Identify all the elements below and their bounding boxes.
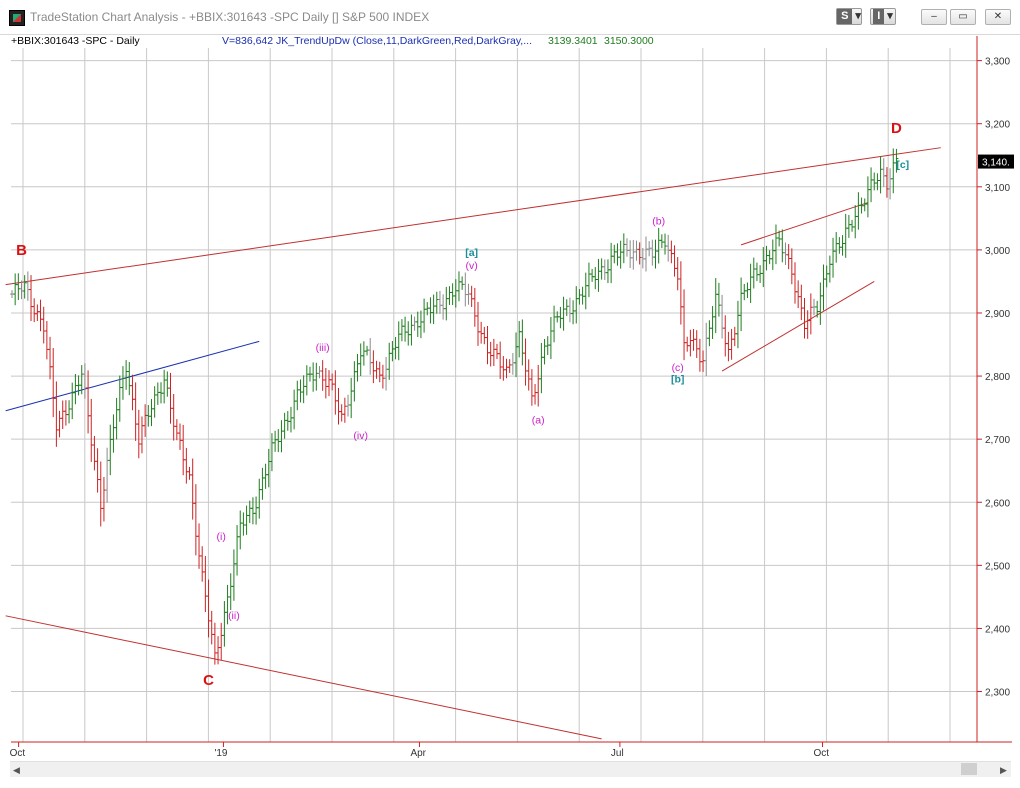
wave-label: D (891, 120, 902, 137)
y-tick-label: 2,400 (985, 624, 1010, 635)
symbol-button[interactable]: S ▾ (836, 8, 862, 25)
x-tick-label: '19 (214, 748, 227, 759)
trendline (5, 147, 941, 286)
time-axis: Oct '19 Apr Jul Oct (10, 742, 830, 759)
scroll-left-icon[interactable]: ◀ (13, 765, 20, 775)
x-tick-label: Jul (611, 748, 624, 759)
window-title: TradeStation Chart Analysis - +BBIX:3016… (30, 10, 430, 24)
x-tick-label: Oct (10, 748, 26, 759)
indicator-button[interactable]: I ▾ (870, 8, 896, 25)
symbol-label: +BBIX:301643 -SPC - Daily (11, 35, 140, 47)
wave-label: (b) (652, 216, 665, 228)
x-tick-label: Oct (814, 748, 830, 759)
wave-label: B (16, 242, 27, 259)
price-bars (10, 148, 899, 665)
wave-label: C (203, 672, 214, 689)
wave-label: (a) (532, 414, 545, 426)
trendline (740, 202, 869, 246)
wave-label: (c) (672, 362, 684, 374)
trendline (5, 615, 602, 740)
wave-labels: B C D (i) (ii) (iii) (iv) (v)[a] (a) (b) (c)[b] [c] (16, 120, 909, 689)
price-axis: 3,300 3,200 3,100 3,000 2,900 2,800 2,700 2,600… (11, 36, 1014, 743)
y-tick-label: 3,200 (985, 120, 1010, 131)
wave-label: [b] (671, 373, 684, 385)
wave-label: (v) (466, 260, 478, 272)
last-price-label: 3,140. (982, 158, 1010, 169)
indicator-value-2: 3150.3000 (604, 35, 654, 47)
wave-label: (i) (217, 531, 226, 543)
wave-label: (ii) (228, 610, 240, 622)
scroll-right-icon[interactable]: ▶ (1000, 765, 1007, 775)
wave-label: (iv) (353, 430, 368, 442)
trendline (721, 281, 875, 372)
indicator-label: V=836,642 JK_TrendUpDw (Close,11,DarkGre… (222, 35, 532, 47)
minimize-button[interactable]: – (921, 9, 947, 25)
app-logo-icon (9, 10, 25, 26)
x-tick-label: Apr (410, 748, 426, 759)
horizontal-scrollbar[interactable]: ◀ ▶ (10, 761, 1011, 777)
y-tick-label: 2,700 (985, 435, 1010, 446)
y-tick-label: 2,500 (985, 561, 1010, 572)
title-bar: TradeStation Chart Analysis - +BBIX:3016… (0, 0, 1020, 35)
wave-label: [a] (465, 247, 478, 259)
scroll-thumb[interactable] (961, 763, 977, 775)
y-tick-label: 3,300 (985, 57, 1010, 68)
wave-label: (iii) (316, 342, 330, 354)
trendlines (5, 147, 941, 740)
wave-label: [c] (896, 159, 909, 171)
restore-button[interactable]: ▭ (950, 9, 976, 25)
y-tick-label: 2,900 (985, 309, 1010, 320)
chart-grid (11, 48, 977, 742)
y-tick-label: 2,600 (985, 498, 1010, 509)
y-tick-label: 2,300 (985, 688, 1010, 699)
y-tick-label: 2,800 (985, 372, 1010, 383)
y-tick-label: 3,100 (985, 183, 1010, 194)
last-price-marker (978, 154, 1014, 169)
close-button[interactable]: ✕ (985, 9, 1011, 25)
y-tick-label: 3,000 (985, 246, 1010, 257)
indicator-value-1: 3139.3401 (548, 35, 598, 47)
